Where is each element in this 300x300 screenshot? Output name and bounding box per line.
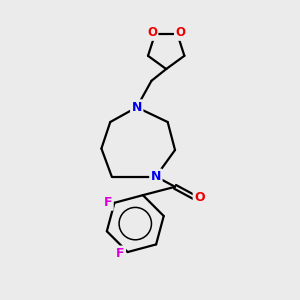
Text: N: N	[151, 170, 161, 183]
Text: O: O	[147, 26, 157, 39]
Text: N: N	[132, 101, 142, 114]
Text: F: F	[116, 247, 124, 260]
Text: F: F	[104, 196, 112, 209]
Text: O: O	[176, 26, 185, 39]
Text: O: O	[194, 190, 205, 204]
